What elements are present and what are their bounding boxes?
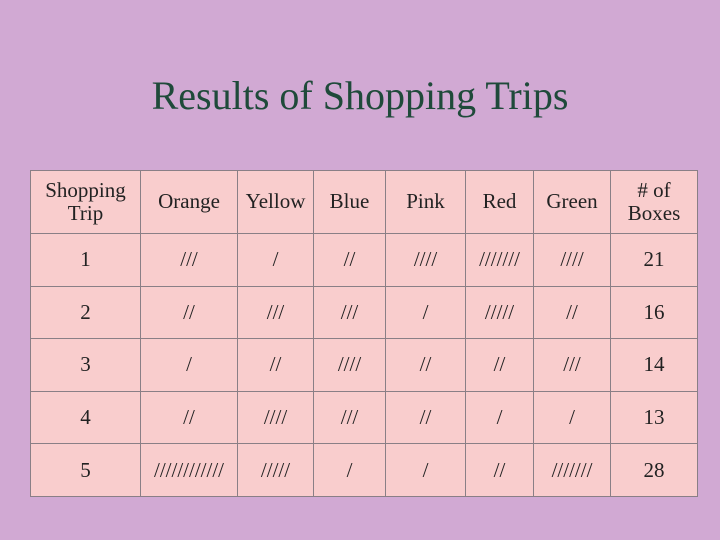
total-cell: 28 [610,443,698,497]
header-cell: Green [533,170,611,234]
tally-cell: // [465,443,534,497]
tally-cell: / [140,338,238,392]
tally-cell: // [237,338,314,392]
tally-cell: / [385,443,466,497]
header-cell: Red [465,170,534,234]
slide-title: Results of Shopping Trips [151,73,569,118]
table-body: 1/////////////////////21 2///////////////… [30,233,698,497]
tally-cell: // [533,285,611,340]
header-cell: Blue [313,170,386,234]
trip-cell: 5 [30,443,141,497]
tally-cell: // [465,338,534,392]
tally-cell: //// [313,338,386,392]
tally-cell: /////// [533,443,611,497]
total-cell: 14 [610,338,698,392]
trip-cell: 3 [30,338,141,392]
tally-cell: /// [313,285,386,340]
trip-cell: 1 [30,233,141,287]
table-row: 3//////////////14 [30,338,698,392]
tally-cell: //// [385,233,466,287]
header-cell: Pink [385,170,466,234]
header-cell: Yellow [237,170,314,234]
table-row: 1/////////////////////21 [30,233,698,287]
tally-cell: /// [140,233,238,287]
results-table: Shopping Trip Orange Yellow Blue Pink Red Gree… [30,170,698,497]
tally-cell: / [313,443,386,497]
tally-cell: / [465,390,534,445]
tally-cell: /////// [465,233,534,287]
table-row: 5////////////////// //////////28 [30,443,698,497]
tally-cell: // [140,285,238,340]
trip-cell: 2 [30,285,141,340]
tally-cell: / [237,233,314,287]
total-cell: 16 [610,285,698,340]
tally-cell: /// [313,390,386,445]
header-cell: Shopping Trip [30,170,141,234]
tally-cell: // [385,338,466,392]
header-row: Shopping Trip Orange Yellow Blue Pink Red Gree… [30,170,698,234]
trip-cell: 4 [30,390,141,445]
total-cell: 13 [610,390,698,445]
tally-cell: /// [237,285,314,340]
header-cell: Orange [140,170,238,234]
table-row: 2////////////////16 [30,285,698,340]
tally-cell: // [313,233,386,287]
tally-cell: //// [237,390,314,445]
tally-cell: //////////// [140,443,238,497]
tally-cell: ///// [237,443,314,497]
table-row: 4/////////////13 [30,390,698,445]
tally-cell: // [385,390,466,445]
tally-cell: //// [533,233,611,287]
tally-cell: /// [533,338,611,392]
tally-cell: / [533,390,611,445]
tally-cell: ///// [465,285,534,340]
tally-cell: // [140,390,238,445]
header-cell: # of Boxes [610,170,698,234]
tally-cell: / [385,285,466,340]
total-cell: 21 [610,233,698,287]
